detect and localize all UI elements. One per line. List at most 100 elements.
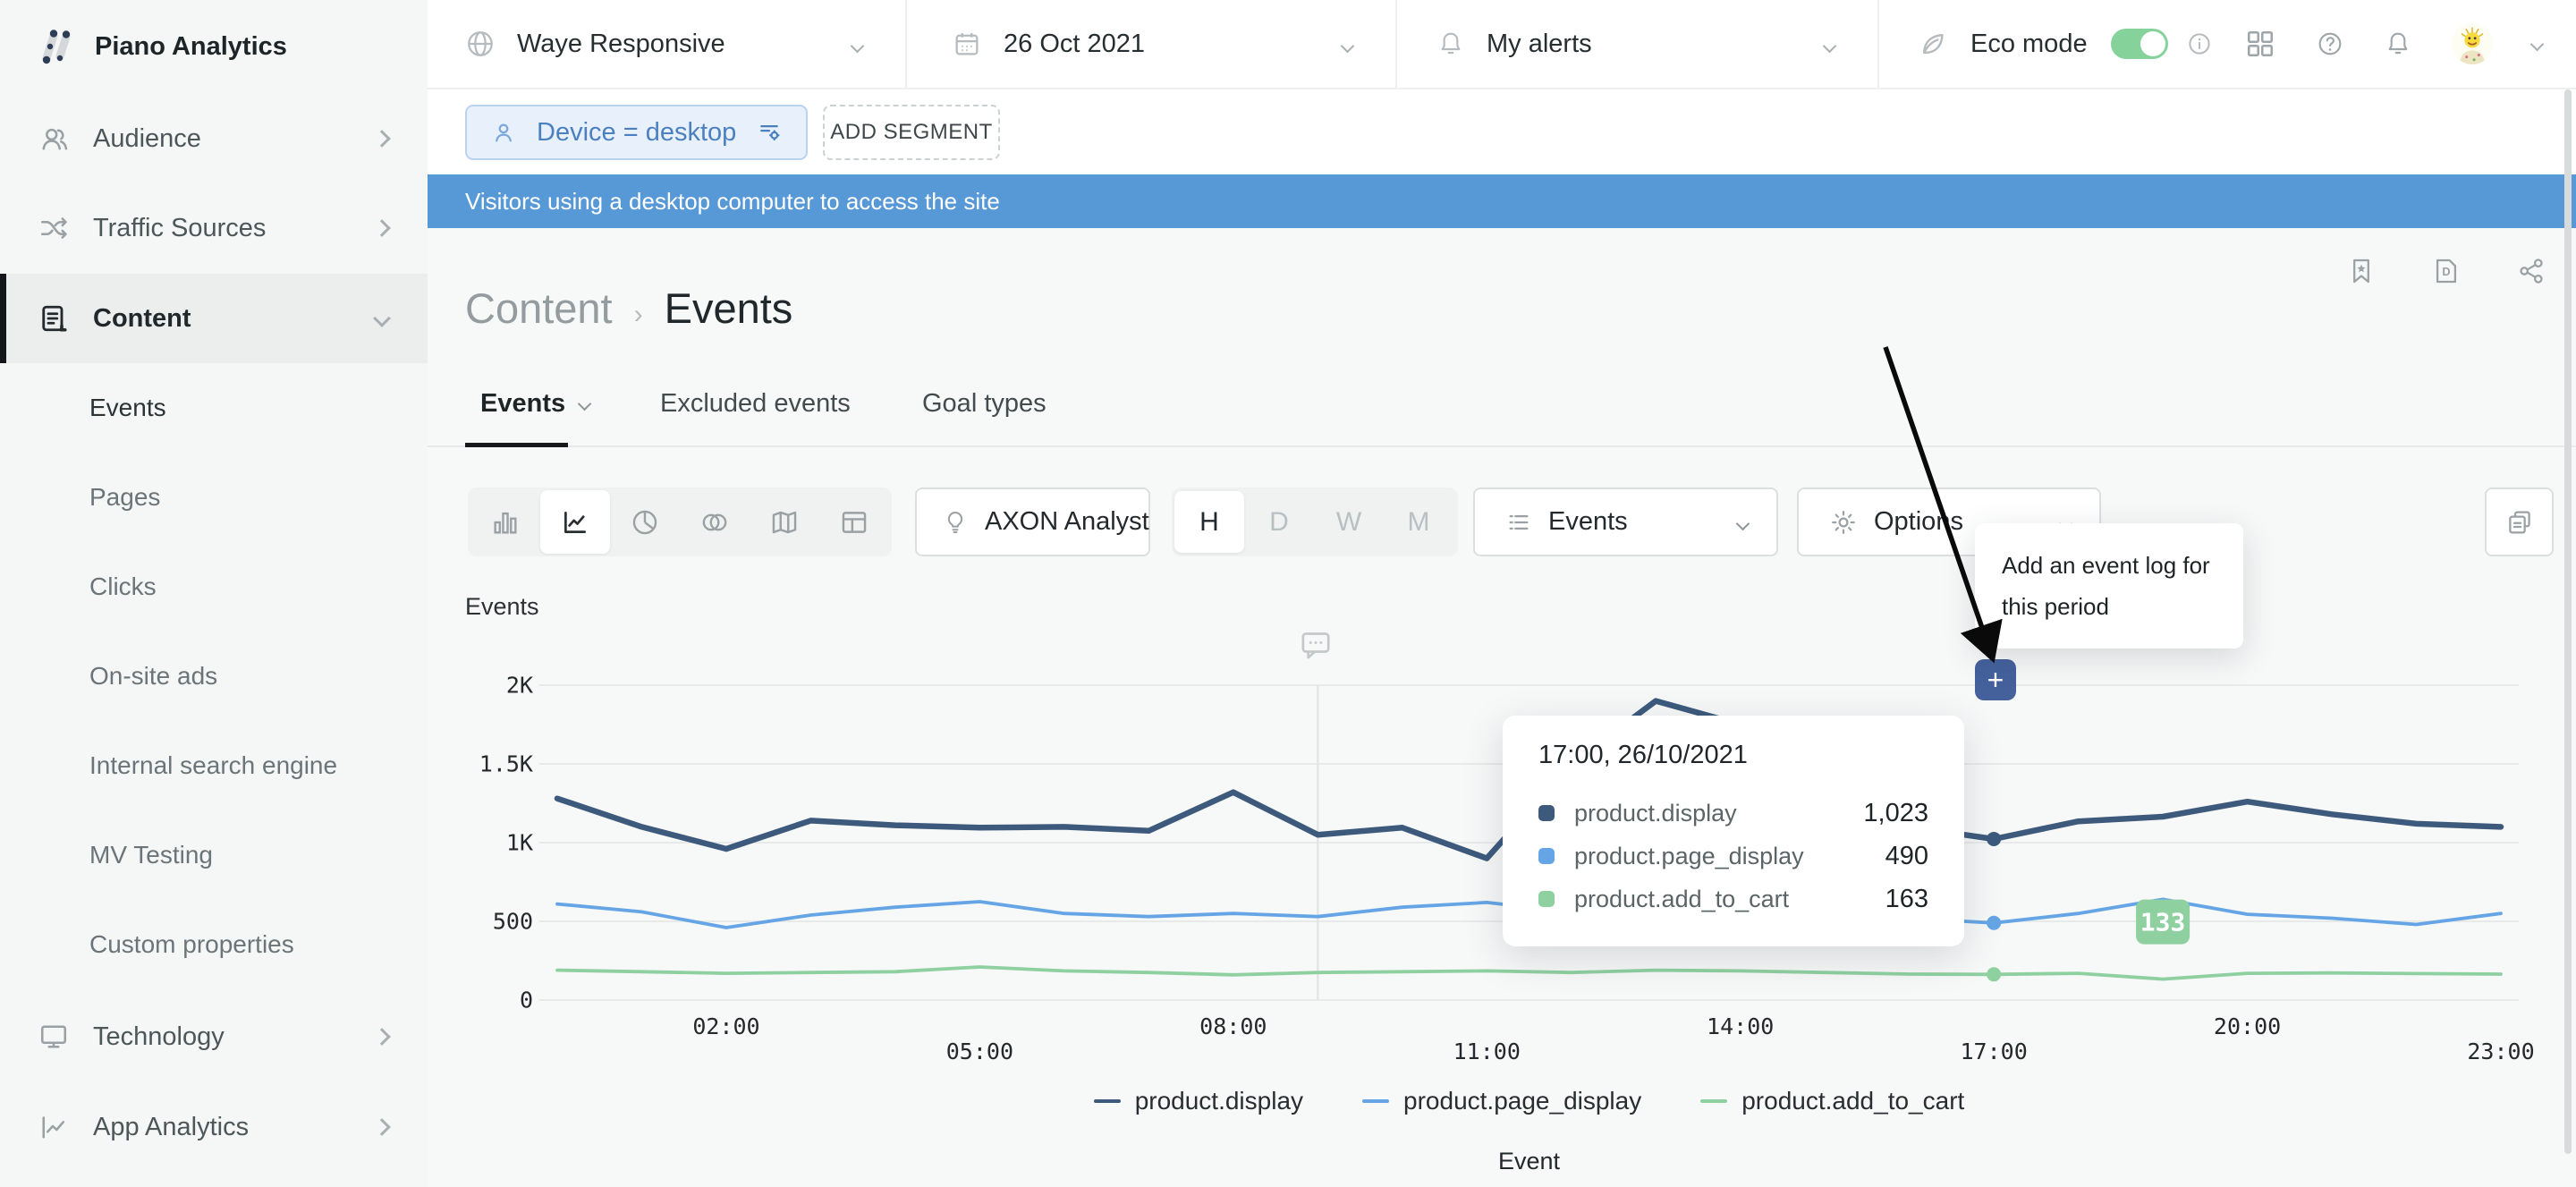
granularity-picker: H D W M bbox=[1172, 488, 1458, 556]
chevron-down-icon bbox=[1341, 39, 1355, 54]
bar-chart-icon[interactable] bbox=[470, 490, 540, 554]
copy-icon bbox=[2504, 507, 2535, 538]
table-view-icon[interactable] bbox=[819, 490, 889, 554]
breadcrumb: Content › Events bbox=[465, 284, 792, 333]
tab-goal-types[interactable]: Goal types bbox=[922, 389, 1046, 419]
save-to-dashboard-icon[interactable]: D bbox=[2428, 253, 2464, 289]
subitem-label: Internal search engine bbox=[89, 751, 337, 780]
legend-item-product-display[interactable]: product.display bbox=[1094, 1087, 1303, 1115]
sidebar-subitem-mv-testing[interactable]: MV Testing bbox=[0, 810, 428, 900]
info-icon[interactable] bbox=[2186, 30, 2213, 57]
segment-chip[interactable]: Device = desktop bbox=[465, 105, 808, 160]
add-segment-button[interactable]: ADD SEGMENT bbox=[823, 105, 1000, 160]
legend-label: product.add_to_cart bbox=[1741, 1087, 1964, 1115]
breadcrumb-parent[interactable]: Content bbox=[465, 284, 613, 333]
copy-report-button[interactable] bbox=[2485, 488, 2554, 556]
options-dropdown-label: Options bbox=[1874, 507, 1963, 537]
selected-date: 26 Oct 2021 bbox=[1004, 30, 1145, 59]
event-log-comment-icon[interactable] bbox=[1298, 627, 1334, 663]
granularity-month-button[interactable]: M bbox=[1384, 491, 1453, 553]
map-chart-icon[interactable] bbox=[750, 490, 819, 554]
page-scrollbar[interactable] bbox=[2564, 89, 2572, 1154]
subitem-label: Events bbox=[89, 394, 166, 422]
legend-item-product-add-to-cart[interactable]: product.add_to_cart bbox=[1700, 1087, 1964, 1115]
eco-mode-label: Eco mode bbox=[1970, 30, 2088, 59]
content-submenu: Events Pages Clicks On-site ads Internal… bbox=[0, 363, 428, 989]
sidebar-subitem-clicks[interactable]: Clicks bbox=[0, 542, 428, 632]
value-badge: 133 bbox=[2136, 900, 2190, 945]
legend-color-dash bbox=[1094, 1099, 1121, 1103]
tooltip-text-line: Add an event log for bbox=[2002, 545, 2216, 586]
bookmark-icon[interactable] bbox=[2343, 253, 2379, 289]
axon-analyst-button[interactable]: AXON Analyst bbox=[915, 488, 1150, 556]
person-icon bbox=[490, 119, 517, 146]
apps-grid-icon[interactable] bbox=[2244, 28, 2276, 60]
metric-dropdown[interactable]: Events bbox=[1473, 488, 1778, 556]
sidebar-item-label: Traffic Sources bbox=[93, 214, 266, 243]
tab-excluded-events[interactable]: Excluded events bbox=[660, 389, 851, 419]
granularity-hour-button[interactable]: H bbox=[1174, 491, 1244, 553]
site-name: Waye Responsive bbox=[517, 30, 725, 59]
add-event-log-tooltip: Add an event log for this period bbox=[1975, 523, 2243, 649]
granularity-day-button[interactable]: D bbox=[1244, 491, 1314, 553]
lightbulb-icon bbox=[942, 509, 969, 536]
legend-item-product-page-display[interactable]: product.page_display bbox=[1362, 1087, 1641, 1115]
tooltip-row: product.add_to_cart 163 bbox=[1538, 878, 1928, 920]
toggle-knob bbox=[2140, 31, 2165, 56]
y-tick-label: 0 bbox=[520, 988, 533, 1013]
sidebar-subitem-pages[interactable]: Pages bbox=[0, 453, 428, 542]
app-logo[interactable]: Piano Analytics bbox=[0, 0, 287, 93]
account-chevron-down-icon[interactable] bbox=[2530, 37, 2545, 51]
legend-color-dash bbox=[1700, 1099, 1727, 1103]
legend-label: product.page_display bbox=[1403, 1087, 1641, 1115]
tooltip-series-value: 490 bbox=[1885, 842, 1928, 871]
chevron-down-icon bbox=[1823, 39, 1837, 54]
chevron-down-icon bbox=[1736, 517, 1750, 531]
y-tick-label: 1.5K bbox=[479, 751, 533, 777]
tab-events[interactable]: Events bbox=[480, 389, 589, 419]
chevron-right-icon bbox=[373, 219, 391, 237]
sidebar-subitem-onsite-ads[interactable]: On-site ads bbox=[0, 632, 428, 721]
venn-chart-icon[interactable] bbox=[680, 490, 750, 554]
sidebar-item-audience[interactable]: Audience bbox=[0, 94, 428, 183]
tooltip-row: product.display 1,023 bbox=[1538, 792, 1928, 835]
sidebar-subitem-internal-search[interactable]: Internal search engine bbox=[0, 721, 428, 810]
date-picker[interactable]: 26 Oct 2021 bbox=[905, 0, 1395, 88]
share-icon[interactable] bbox=[2513, 253, 2549, 289]
add-event-log-button[interactable]: + bbox=[1975, 659, 2016, 700]
y-tick-label: 1K bbox=[506, 830, 533, 856]
notifications-bell-icon[interactable] bbox=[2384, 30, 2412, 58]
segment-settings-icon[interactable] bbox=[756, 119, 783, 146]
user-avatar[interactable] bbox=[2452, 23, 2493, 64]
plus-icon: + bbox=[1987, 664, 2004, 697]
x-tick-label: 05:00 bbox=[946, 1039, 1013, 1064]
main-area: Waye Responsive 26 Oct 2021 bbox=[428, 0, 2576, 1187]
x-tick-label: 20:00 bbox=[2214, 1013, 2281, 1039]
sidebar-subitem-custom-properties[interactable]: Custom properties bbox=[0, 900, 428, 989]
sidebar-item-label: Technology bbox=[93, 1022, 225, 1052]
help-icon[interactable] bbox=[2316, 30, 2344, 58]
tooltip-series-value: 163 bbox=[1885, 885, 1928, 914]
leaf-icon bbox=[1917, 28, 1949, 60]
globe-icon bbox=[465, 29, 496, 59]
sidebar: Piano Analytics Audience Traf bbox=[0, 0, 428, 1187]
site-picker[interactable]: Waye Responsive bbox=[428, 0, 905, 88]
sidebar-item-technology[interactable]: Technology bbox=[0, 992, 428, 1081]
sidebar-item-traffic-sources[interactable]: Traffic Sources bbox=[0, 183, 428, 273]
chevron-right-icon bbox=[373, 130, 391, 148]
gear-icon bbox=[1829, 508, 1858, 537]
granularity-week-button[interactable]: W bbox=[1314, 491, 1384, 553]
chevron-right-icon bbox=[373, 1028, 391, 1046]
breadcrumb-separator: › bbox=[634, 300, 643, 330]
sidebar-item-app-analytics[interactable]: App Analytics bbox=[0, 1082, 428, 1172]
line-chart-icon[interactable] bbox=[540, 490, 610, 554]
subitem-label: On-site ads bbox=[89, 662, 217, 691]
eco-mode-toggle[interactable] bbox=[2111, 29, 2168, 59]
report-actions: D bbox=[2343, 253, 2549, 289]
svg-text:D: D bbox=[2442, 265, 2450, 278]
sidebar-subitem-events[interactable]: Events bbox=[0, 363, 428, 453]
sidebar-item-content[interactable]: Content bbox=[0, 274, 428, 363]
pie-chart-icon[interactable] bbox=[610, 490, 680, 554]
alerts-picker[interactable]: My alerts bbox=[1395, 0, 1877, 88]
add-segment-label: ADD SEGMENT bbox=[830, 120, 993, 145]
